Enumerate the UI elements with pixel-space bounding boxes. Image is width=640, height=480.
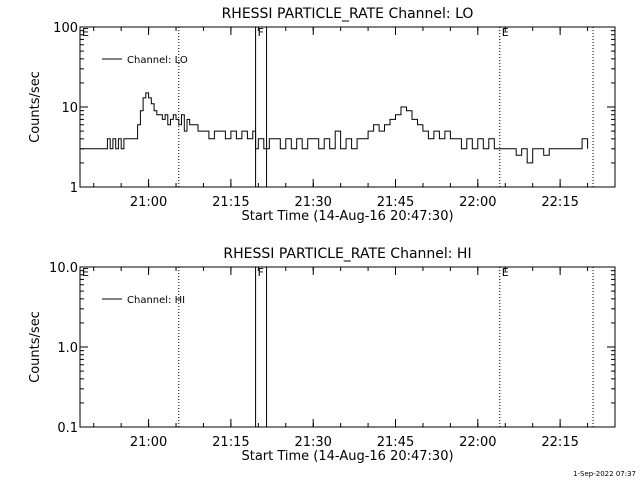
x-tick-label: 22:00 <box>459 435 496 450</box>
axes-frame <box>79 266 616 428</box>
x-tick-label: 21:45 <box>377 195 414 210</box>
axes-frame <box>79 26 616 188</box>
footer-timestamp: 1-Sep-2022 07:37 <box>573 470 636 478</box>
marker-label: E <box>502 26 509 39</box>
x-tick-label: 22:15 <box>541 195 578 210</box>
legend-entry: Channel: HI <box>127 295 185 306</box>
x-axis-label: Start Time (14-Aug-16 20:47:30) <box>241 209 453 224</box>
marker-label: E <box>502 266 509 279</box>
chart-title: RHESSI PARTICLE_RATE Channel: HI <box>223 246 471 262</box>
x-tick-label: 21:00 <box>130 435 167 450</box>
corner-label: E <box>82 266 89 279</box>
y-tick-label: 10 <box>61 101 78 116</box>
marker-label: F <box>258 26 264 39</box>
series-line <box>80 92 589 164</box>
x-tick-label: 21:00 <box>130 195 167 210</box>
x-tick-label: 21:45 <box>377 435 414 450</box>
y-tick-label: 1 <box>70 181 78 196</box>
y-tick-label: 100 <box>53 21 78 36</box>
marker-label: F <box>258 266 264 279</box>
y-tick-label: 1.0 <box>57 341 78 356</box>
x-axis-label: Start Time (14-Aug-16 20:47:30) <box>241 449 453 464</box>
x-tick-label: 21:30 <box>294 435 331 450</box>
y-axis-label: Counts/sec <box>28 71 43 143</box>
legend-entry: Channel: LO <box>127 55 188 66</box>
y-tick-label: 0.1 <box>57 421 78 436</box>
chart-title: RHESSI PARTICLE_RATE Channel: LO <box>222 6 474 22</box>
x-tick-label: 21:15 <box>212 435 249 450</box>
x-tick-label: 22:00 <box>459 195 496 210</box>
chart-panel-0: RHESSI PARTICLE_RATE Channel: LO 1 10 100 21… <box>28 6 616 224</box>
corner-label: E <box>82 26 89 39</box>
y-tick-label: 10.0 <box>49 261 78 276</box>
y-axis-label: Counts/sec <box>28 311 43 383</box>
x-tick-label: 22:15 <box>541 435 578 450</box>
x-tick-label: 21:30 <box>294 195 331 210</box>
chart-panel-1: RHESSI PARTICLE_RATE Channel: HI 0.1 1.0 10… <box>28 246 616 464</box>
x-tick-label: 21:15 <box>212 195 249 210</box>
